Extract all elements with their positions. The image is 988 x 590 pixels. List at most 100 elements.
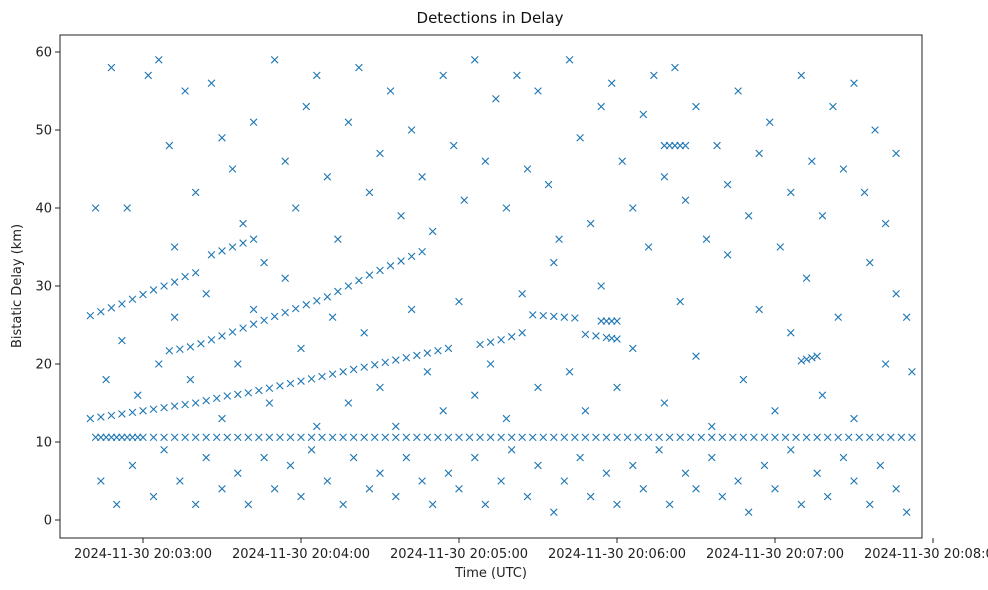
data-point [265,433,274,442]
chart-title: Detections in Delay [417,9,564,27]
data-point [455,297,463,306]
data-point [107,63,116,72]
data-point [507,332,516,341]
data-point [365,485,374,493]
data-point [813,433,821,442]
data-point [281,308,289,317]
data-point [397,212,405,220]
data-point [413,433,421,442]
data-point [118,300,126,308]
data-point [550,433,558,442]
data-point [392,422,400,431]
data-point [881,219,890,228]
data-point [234,469,242,477]
data-point [613,500,621,509]
data-point [149,492,158,501]
data-point [323,173,332,181]
data-point [723,251,732,259]
data-point [334,235,342,243]
data-point [866,500,874,509]
data-point [181,87,189,95]
data-point [339,500,347,509]
data-point [149,405,158,414]
data-point [260,453,268,462]
data-point [402,433,411,442]
data-point [676,433,684,442]
data-point [771,485,779,493]
data-point [270,485,279,493]
data-point [444,344,453,353]
data-point [708,453,716,462]
data-point [497,336,505,344]
data-point [297,344,305,353]
data-point [402,353,411,362]
data-point [560,313,569,321]
data-point [650,71,658,80]
data-point [170,278,179,286]
data-point [276,382,284,390]
data-point [434,346,442,355]
data-point [787,446,795,454]
data-point [471,453,479,462]
data-point [165,346,174,355]
data-point [534,87,542,95]
data-point [349,433,358,442]
data-point [365,271,374,279]
data-point [160,403,168,412]
data-point [239,219,247,228]
data-point [497,477,505,485]
data-point [665,433,674,442]
data-point [160,282,168,290]
x-tick-label: 2024-11-30 20:04:00 [232,547,370,562]
data-point [560,433,569,442]
data-point [207,79,216,87]
data-point [881,360,890,368]
data-point [455,433,463,442]
data-point [128,461,137,470]
data-point [313,422,321,431]
data-point [528,311,537,319]
data-point [439,71,447,80]
y-tick-label: 20 [35,358,52,373]
data-point [571,433,579,442]
data-point [328,313,337,321]
data-point [133,391,142,399]
data-point [207,336,216,344]
data-point [444,433,453,442]
data-point [534,461,542,470]
data-point [170,433,179,442]
data-point [139,290,147,299]
data-point [386,87,395,95]
data-point [818,212,827,220]
data-point [413,351,421,360]
data-point [718,433,727,442]
x-tick-label: 2024-11-30 20:05:00 [390,547,528,562]
data-point [839,165,848,173]
data-point [123,204,131,212]
data-point [634,433,642,442]
data-point [334,287,342,296]
data-point [212,433,221,442]
data-point [892,149,900,158]
data-point [523,165,532,173]
data-point [876,461,885,470]
data-point [244,500,253,509]
data-point [376,266,384,275]
data-point [260,258,268,267]
data-point [887,433,895,442]
data-point [297,492,305,501]
data-point [734,87,742,95]
data-point [244,389,253,397]
data-point [355,63,363,72]
data-point [112,500,121,509]
data-point [139,433,147,442]
data-point [802,355,811,364]
y-tick-label: 0 [44,514,52,529]
data-point [444,469,453,477]
data-point [908,433,916,442]
data-point [455,485,463,493]
data-point [339,433,347,442]
data-point [423,368,432,376]
data-point [360,329,368,337]
